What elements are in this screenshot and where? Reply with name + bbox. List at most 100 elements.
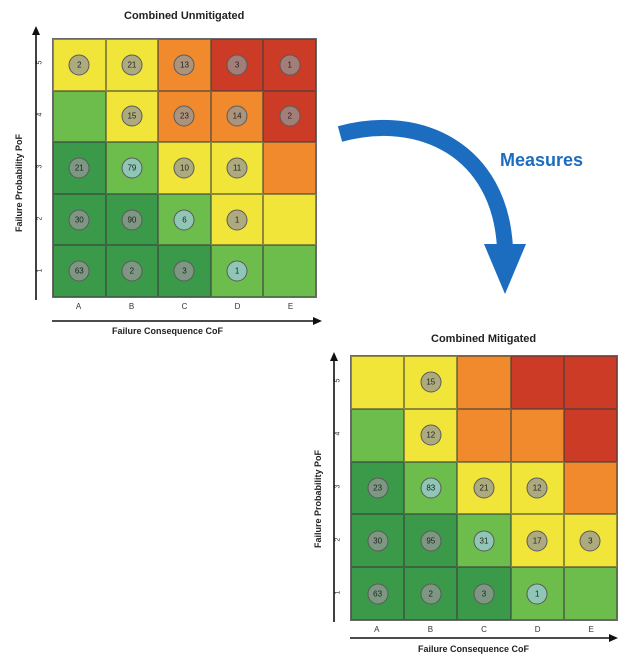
mitigated-cell-4-C [457,408,511,462]
unmitigated-cell-3-D: 11 [210,142,264,194]
unmitigated-x-tick: B [128,302,135,311]
mitigated-cell-1-A: 63 [351,567,405,620]
count-bubble: 63 [68,260,90,282]
count-bubble: 2 [420,583,442,605]
mitigated-cell-1-D: 1 [510,567,564,620]
count-bubble: 95 [420,530,442,552]
unmitigated-cell-3-C: 10 [158,142,211,194]
count-bubble: 10 [173,157,195,179]
mitigated-title: Combined Mitigated [431,333,537,345]
count-bubble: 90 [121,209,143,231]
count-bubble: 3 [173,260,195,282]
unmitigated-cell-5-D: 3 [210,39,264,91]
count-bubble: 1 [226,209,248,231]
unmitigated-cell-4-D: 14 [210,90,264,143]
unmitigated-cell-1-B: 2 [105,245,159,297]
mitigated-x-tick: D [534,625,541,634]
unmitigated-cell-5-B: 21 [105,39,159,91]
mitigated-cell-2-D: 17 [510,514,564,568]
count-bubble: 23 [367,477,389,499]
mitigated-cell-1-B: 2 [404,567,458,620]
unmitigated-cell-2-C: 6 [158,193,211,246]
count-bubble: 23 [173,105,195,127]
unmitigated-cell-1-C: 3 [158,245,211,297]
unmitigated-cell-4-E: 2 [263,90,316,143]
unmitigated-cell-2-B: 90 [105,193,159,246]
count-bubble: 21 [68,157,90,179]
count-bubble: 30 [367,530,389,552]
mitigated-cell-2-E: 3 [563,514,617,568]
mitigated-x-tick: C [481,625,487,634]
unmitigated-cell-2-D: 1 [210,193,264,246]
mitigated-grid: 15 12 23 83 21 12 30 95 31 17 3 63 2 3 1 [350,355,618,621]
count-bubble: 3 [226,54,248,76]
unmitigated-cell-4-B: 15 [105,90,159,143]
mitigated-cell-5-C [457,356,511,409]
mitigated-cell-4-A [351,408,405,462]
count-bubble: 2 [68,54,90,76]
unmitigated-cell-2-A: 30 [53,193,106,246]
count-bubble: 3 [473,583,495,605]
unmitigated-cell-5-A: 2 [53,39,106,91]
mitigated-cell-1-C: 3 [457,567,511,620]
count-bubble: 13 [173,54,195,76]
mitigated-cell-3-B: 83 [404,461,458,515]
mitigated-x-tick: B [427,625,434,634]
count-bubble: 2 [121,260,143,282]
count-bubble: 6 [173,209,195,231]
measures-label: Measures [500,150,584,170]
mitigated-cell-4-D [510,408,564,462]
count-bubble: 30 [68,209,90,231]
mitigated-cell-1-E [563,567,617,620]
unmitigated-cell-1-A: 63 [53,245,106,297]
mitigated-cell-5-A [351,356,405,409]
mitigated-x-tick: A [374,625,380,634]
count-bubble: 1 [226,260,248,282]
mitigated-cell-3-C: 21 [457,461,511,515]
count-bubble: 83 [420,477,442,499]
count-bubble: 79 [121,157,143,179]
mitigated-x-tick: E [588,625,594,634]
count-bubble: 12 [526,477,548,499]
count-bubble: 17 [526,530,548,552]
mitigated-x-axis-arrowhead [609,634,618,642]
unmitigated-y-axis-arrowhead [32,26,40,35]
count-bubble: 21 [121,54,143,76]
count-bubble: 2 [279,105,301,127]
unmitigated-x-axis-label: Failure Consequence CoF [112,326,224,336]
mitigated-cell-5-B: 15 [404,356,458,409]
unmitigated-cell-4-A [53,90,106,143]
unmitigated-title: Combined Unmitigated [124,10,245,22]
count-bubble: 31 [473,530,495,552]
count-bubble: 1 [279,54,301,76]
unmitigated-cell-1-E [263,245,316,297]
unmitigated-cell-3-A: 21 [53,142,106,194]
unmitigated-cell-5-C: 13 [158,39,211,91]
unmitigated-cell-3-E [263,142,316,194]
unmitigated-x-tick: A [75,302,82,311]
unmitigated-x-tick: D [234,302,241,311]
unmitigated-cell-5-E: 1 [263,39,316,91]
mitigated-cell-2-A: 30 [351,514,405,568]
mitigated-cell-3-A: 23 [351,461,405,515]
measures-arrowhead [484,244,526,294]
count-bubble: 12 [420,424,442,446]
mitigated-cell-2-B: 95 [404,514,458,568]
count-bubble: 3 [579,530,601,552]
unmitigated-grid: 2 21 13 3 1 15 23 14 2 21 79 10 11 30 90 6 1 63 2 3 1 [52,38,317,298]
mitigated-cell-4-E [563,408,617,462]
mitigated-cell-3-E [563,461,617,515]
count-bubble: 11 [226,157,248,179]
mitigated-y-axis-arrowhead [330,352,338,361]
mitigated-cell-3-D: 12 [510,461,564,515]
mitigated-cell-5-D [510,356,564,409]
unmitigated-x-axis-arrowhead [313,317,322,325]
mitigated-x-axis-label: Failure Consequence CoF [418,644,530,654]
unmitigated-cell-2-E [263,193,316,246]
unmitigated-cell-1-D: 1 [210,245,264,297]
measures-arrow-curve [337,119,513,249]
count-bubble: 21 [473,477,495,499]
count-bubble: 1 [526,583,548,605]
mitigated-cell-2-C: 31 [457,514,511,568]
count-bubble: 14 [226,105,248,127]
